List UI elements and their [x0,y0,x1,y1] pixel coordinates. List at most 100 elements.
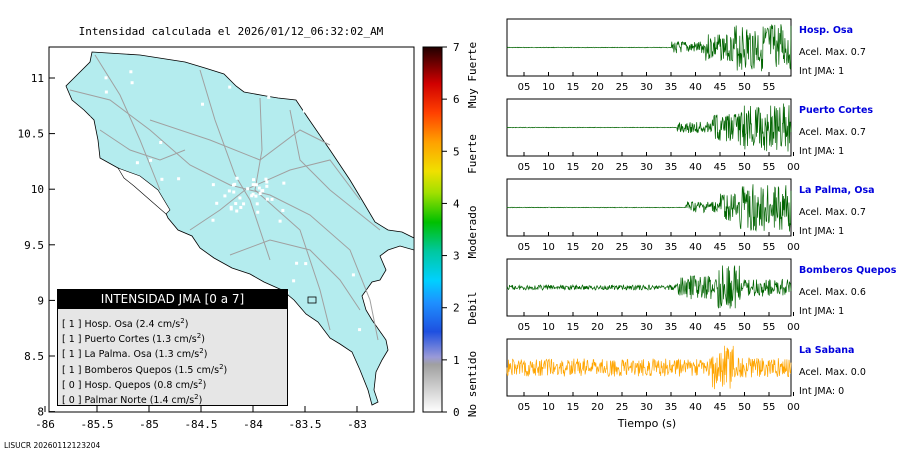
station-marker [163,216,167,220]
station-accel: Acel. Max. 0.7 [799,207,866,218]
trace-tick-label: 35 [665,322,678,333]
map-y-tick-label: 8.5 [24,350,44,363]
station-marker [295,261,299,265]
station-marker [265,180,269,184]
trace-tick-label: 55 [763,402,776,413]
trace-tick-label: 45 [714,82,727,93]
legend-item: [ 0 ] Hosp. Quepos (0.8 cm/s2) [62,377,207,391]
colorbar-tick-label: 1 [453,354,460,367]
traces-xlabel: Tiempo (s) [617,417,676,430]
map-y-tick-label: 8 [37,406,44,419]
map-x-tick-label: -85.5 [80,418,113,431]
trace-tick-label: 20 [591,82,604,93]
trace-tick-label: 15 [567,242,580,253]
trace-tick-label: 45 [714,402,727,413]
trace-tick-label: 55 [763,82,776,93]
station-intensity: Int JMA: 1 [799,306,844,317]
station-marker [104,90,108,94]
colorbar-category-label: Moderado [466,206,479,259]
station-markers [82,70,370,371]
station-name: Hosp. Osa [799,25,853,36]
station-marker [304,262,308,266]
trace-tick-label: 05 [518,162,531,173]
station-marker [251,183,255,187]
trace-tick-label: 10 [542,162,555,173]
station-marker [177,177,181,181]
trace-tick-label: 25 [616,322,629,333]
station-marker [242,202,246,206]
station-marker [267,95,271,99]
trace-tick-label: 00 [787,322,800,333]
road-network [69,54,381,341]
trace-tick-label: 40 [689,162,702,173]
map-x-tick-label: -83.5 [288,418,321,431]
colorbar-tick-label: 6 [453,93,460,106]
trace-tick-label: 55 [763,162,776,173]
colorbar-tick-label: 4 [453,197,460,210]
trace-tick-label: 40 [689,402,702,413]
station-marker [254,194,258,198]
map-y-axis: 11 10.5 10 9.5 9 8.5 8 [18,72,55,419]
station-marker [265,197,269,201]
station-marker [88,250,92,254]
trace-tick-label: 00 [787,402,800,413]
station-intensity: Int JMA: 0 [799,386,844,397]
map-y-tick-label: 9 [37,294,44,307]
station-marker [250,194,254,198]
trace-tick-label: 10 [542,402,555,413]
station-marker [317,110,321,114]
trace-tick-label: 05 [518,322,531,333]
trace-tick-label: 00 [787,242,800,253]
trace-panel: 05 10 15 20 25 30 35 40 45 50 55 00 Puerto Cortes Ace… [506,98,873,173]
station-marker [160,177,164,181]
station-name: La Palma, Osa [799,185,875,196]
station-marker [254,183,258,187]
legend-item: [ 1 ] Hosp. Osa (2.4 cm/s2) [62,317,189,331]
colorbar-tick-label: 7 [453,41,460,54]
island-marker [307,296,317,304]
trace-tick-label: 30 [640,322,653,333]
trace-tick-label: 35 [665,242,678,253]
waveform [506,24,792,72]
station-marker [252,178,256,182]
trace-tick-label: 35 [665,402,678,413]
station-marker [358,328,362,332]
station-marker [265,184,269,188]
station-marker [159,141,163,145]
colorbar-category-label: Debil [466,291,479,324]
map-x-tick-label: -85 [139,418,159,431]
station-marker [144,188,148,192]
station-marker [351,273,355,277]
trace-tick-label: 05 [518,82,531,93]
station-marker [278,219,282,223]
waveform [506,103,792,152]
station-marker [282,181,286,185]
trace-panel: 05 10 15 20 25 30 35 40 45 50 55 00 Bomberos Quepos A… [506,258,897,333]
map-y-tick-label: 10 [31,183,44,196]
intensity-legend: INTENSIDAD JMA [0 a 7] [ 1 ] Hosp. Osa (… [57,289,288,406]
station-name: Bomberos Quepos [799,265,897,276]
station-accel: Acel. Max. 0.7 [799,127,866,138]
legend-item: [ 1 ] Puerto Cortes (1.3 cm/s2) [62,332,205,346]
trace-tick-label: 40 [689,322,702,333]
trace-tick-label: 40 [689,242,702,253]
station-name: La Sabana [799,345,854,356]
station-marker [235,209,239,213]
trace-tick-label: 25 [616,242,629,253]
station-marker [281,208,285,212]
trace-tick-label: 20 [591,322,604,333]
station-name: Puerto Cortes [799,105,873,116]
report-id: LISUCR 20260112123204 [4,441,101,450]
station-marker [232,190,236,194]
map-x-tick-label: -84.5 [184,418,217,431]
trace-tick-label: 15 [567,162,580,173]
station-marker [348,149,352,153]
station-marker [264,177,268,181]
trace-tick-label: 35 [665,82,678,93]
colorbar-tick-label: 0 [453,406,460,419]
station-intensity: Int JMA: 1 [799,66,844,77]
trace-tick-label: 20 [591,162,604,173]
station-marker [229,205,233,209]
map-x-axis: -86 -85.5 -85 -84.5 -84 -83.5 -83 [35,406,367,431]
map-y-tick-label: 11 [31,72,44,85]
